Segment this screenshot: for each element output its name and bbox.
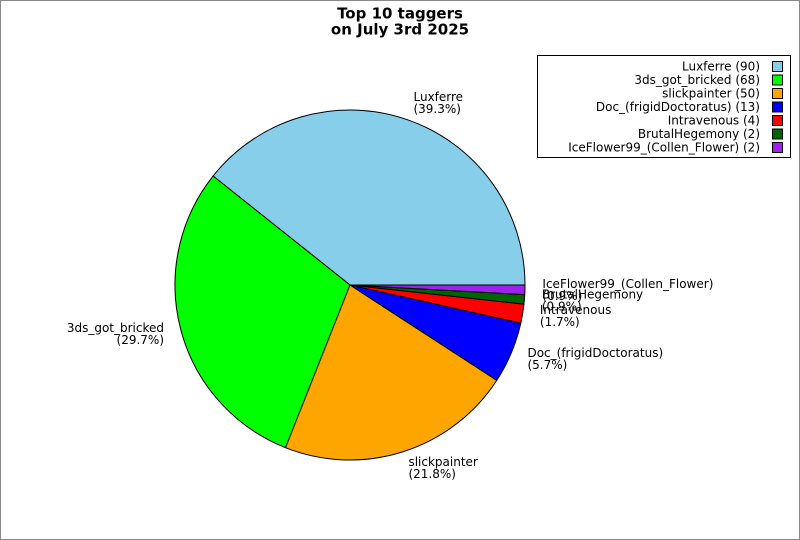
- legend-label: Luxferre (90): [682, 60, 760, 74]
- slice-percent: (5.7%): [527, 358, 567, 372]
- legend-label: 3ds_got_bricked (68): [634, 73, 760, 87]
- slice-label: Doc_(frigidDoctoratus): [527, 346, 663, 360]
- legend-label: Intravenous (4): [668, 114, 760, 128]
- slice-label: Luxferre: [413, 90, 463, 104]
- slice-label: BrutalHegemony: [542, 287, 643, 301]
- chart-title: on July 3rd 2025: [331, 21, 469, 39]
- slice-label: IceFlower99_(Collen_Flower): [542, 277, 713, 291]
- legend-label: BrutalHegemony (2): [638, 127, 760, 141]
- legend-swatch: [772, 128, 783, 140]
- legend-swatch: [772, 101, 783, 113]
- legend-swatch: [772, 61, 783, 72]
- pie-slice: [174, 175, 351, 449]
- chart-title: Top 10 taggers: [337, 5, 463, 23]
- legend-swatch: [772, 142, 783, 153]
- slice-percent: (29.7%): [117, 333, 164, 347]
- legend-swatch: [772, 115, 783, 126]
- legend-swatch: [772, 74, 783, 86]
- legend-label: IceFlower99_(Collen_Flower) (2): [568, 141, 760, 155]
- legend-swatch: [772, 88, 783, 99]
- pie-slice: [284, 284, 498, 461]
- slice-label: 3ds_got_bricked: [67, 321, 164, 335]
- legend-label: Doc_(frigidDoctoratus) (13): [596, 100, 760, 114]
- pie-slice: [349, 284, 526, 296]
- legend-box: [537, 55, 791, 158]
- slice-percent: (1.7%): [540, 315, 580, 329]
- legend-label: slickpainter (50): [662, 87, 760, 101]
- slice-percent: (0.9%): [542, 289, 582, 303]
- slice-label: Intravenous: [540, 303, 611, 317]
- pie-slice: [212, 109, 526, 286]
- slice-percent: (39.3%): [413, 102, 460, 116]
- slice-percent: (0.9%): [542, 299, 582, 313]
- slice-percent: (21.8%): [408, 467, 455, 481]
- slice-label: slickpainter: [408, 455, 477, 469]
